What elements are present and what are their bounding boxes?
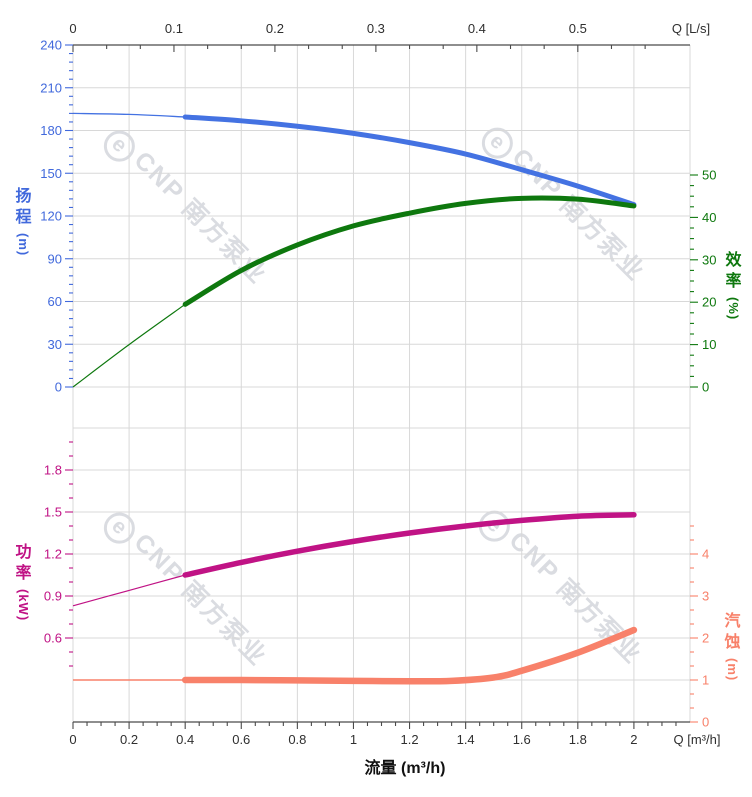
tick-label: 0.6 xyxy=(44,631,62,646)
tick-label: 1.5 xyxy=(44,505,62,520)
tick-label: 0 xyxy=(69,21,76,36)
efficiency-axis-title: 效 率 (%) xyxy=(723,250,744,320)
efficiency-y-axis: 0 10 20 30 40 50 xyxy=(690,168,716,395)
tick-label: Q [L/s] xyxy=(672,21,710,36)
tick-label: 0.9 xyxy=(44,589,62,604)
tick-label: 10 xyxy=(702,337,716,352)
tick-label: 4 xyxy=(702,547,709,562)
power-axis-title: 功 率 (kW) xyxy=(13,542,34,621)
tick-label: 2 xyxy=(702,631,709,646)
tick-label: 1.6 xyxy=(513,732,531,747)
tick-label: 30 xyxy=(702,252,716,267)
tick-label: 0.8 xyxy=(288,732,306,747)
npsh-axis-title-char: 蚀 xyxy=(724,634,741,651)
flow-axis-title: 流量 (m³/h) xyxy=(364,760,446,777)
tick-label: 240 xyxy=(40,38,62,53)
head-axis-title-char: 扬 xyxy=(15,188,32,205)
tick-label: 150 xyxy=(40,166,62,181)
tick-label: 1 xyxy=(350,732,357,747)
tick-label: 0.5 xyxy=(569,21,587,36)
efficiency-axis-title-char: 效 xyxy=(725,252,742,269)
gridlines xyxy=(72,45,691,722)
tick-label: Q [m³/h] xyxy=(674,732,721,747)
tick-label: 1 xyxy=(702,673,709,688)
tick-label: 180 xyxy=(40,123,62,138)
head-curve-thin xyxy=(72,112,186,118)
efficiency-curve-thin xyxy=(72,303,186,388)
tick-label: 3 xyxy=(702,589,709,604)
tick-label: 0 xyxy=(69,732,76,747)
tick-label: 2 xyxy=(630,732,637,747)
tick-label: 0.4 xyxy=(468,21,486,36)
top-x-axis: 0 0.1 0.2 0.3 0.4 0.5 Q [L/s] xyxy=(69,21,710,52)
power-axis-unit: (kW) xyxy=(16,589,31,622)
tick-label: 0.2 xyxy=(266,21,284,36)
bottom-x-axis: 0 0.2 0.4 0.6 0.8 1 1.2 1.4 1.6 1.8 2 Q [m³/h] xyxy=(69,722,720,747)
head-curve xyxy=(182,114,637,208)
power-y-axis: 0.6 0.9 1.2 1.5 1.8 xyxy=(44,441,73,667)
tick-label: 1.4 xyxy=(457,732,475,747)
npsh-axis-title-char: 汽 xyxy=(724,613,741,630)
tick-label: 210 xyxy=(40,80,62,95)
tick-label: 0 xyxy=(55,380,62,395)
npsh-y-axis: 0 1 2 3 4 xyxy=(690,525,709,730)
tick-label: 0.1 xyxy=(165,21,183,36)
efficiency-curve xyxy=(182,195,637,307)
tick-label: 20 xyxy=(702,295,716,310)
tick-label: 1.8 xyxy=(44,463,62,478)
tick-label: 50 xyxy=(702,168,716,183)
tick-label: 0 xyxy=(702,715,709,730)
npsh-curve xyxy=(181,626,638,685)
tick-label: 0 xyxy=(702,380,709,395)
efficiency-axis-unit: (%) xyxy=(726,297,741,321)
tick-label: 1.2 xyxy=(44,547,62,562)
tick-label: 120 xyxy=(40,209,62,224)
power-curve xyxy=(182,512,637,578)
head-y-axis: 0 30 60 90 120 150 180 210 240 xyxy=(40,38,73,395)
tick-label: 40 xyxy=(702,210,716,225)
npsh-axis-title: 汽 蚀 (m) xyxy=(722,611,743,681)
tick-label: 0.3 xyxy=(367,21,385,36)
tick-label: 1.8 xyxy=(569,732,587,747)
power-curve-thin xyxy=(72,574,186,607)
curves xyxy=(72,112,638,685)
tick-label: 0.6 xyxy=(232,732,250,747)
tick-label: 0.4 xyxy=(176,732,194,747)
efficiency-axis-title-char: 率 xyxy=(725,273,742,290)
tick-label: 0.2 xyxy=(120,732,138,747)
power-axis-title-char: 功 xyxy=(15,544,32,561)
head-axis-title: 扬 程 (m) xyxy=(13,186,34,256)
head-axis-title-char: 程 xyxy=(15,209,32,226)
npsh-axis-unit: (m) xyxy=(725,658,740,682)
axis-lines xyxy=(73,44,690,723)
tick-label: 1.2 xyxy=(401,732,419,747)
tick-label: 90 xyxy=(48,251,62,266)
tick-label: 30 xyxy=(48,337,62,352)
head-axis-unit: (m) xyxy=(16,233,31,257)
power-axis-title-char: 率 xyxy=(15,565,32,582)
tick-label: 60 xyxy=(48,294,62,309)
